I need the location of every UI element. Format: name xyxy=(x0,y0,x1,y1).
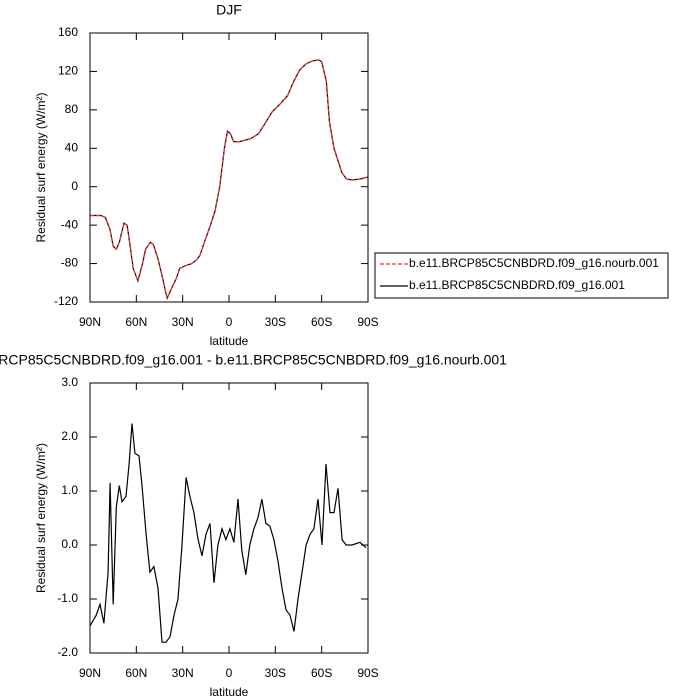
y-tick-label: 0.0 xyxy=(61,537,78,551)
x-tick-label: 90N xyxy=(79,666,101,680)
chart-title: DJF xyxy=(216,2,242,18)
y-tick-label: -120 xyxy=(54,294,78,308)
x-tick-label: 30N xyxy=(172,315,194,329)
series-line xyxy=(90,59,369,301)
series-line xyxy=(90,59,369,301)
y-tick-label: -80 xyxy=(61,256,79,270)
y-tick-label: -2.0 xyxy=(57,645,78,659)
x-tick-label: 90N xyxy=(79,315,101,329)
y-tick-label: -40 xyxy=(61,217,79,231)
x-tick-label: 60N xyxy=(125,315,147,329)
series-line xyxy=(89,423,367,643)
x-tick-label: 60S xyxy=(311,666,332,680)
legend-box xyxy=(374,252,669,299)
y-tick-label: 0 xyxy=(71,179,78,193)
x-axis-label: latitude xyxy=(210,685,249,699)
x-tick-label: 30S xyxy=(265,315,286,329)
x-tick-label: 30S xyxy=(265,666,286,680)
plot-frame xyxy=(89,382,369,654)
legend-label: b.e11.BRCP85C5CNBDRD.f09_g16.nourb.001 xyxy=(409,256,659,270)
x-axis-label: latitude xyxy=(210,334,249,348)
legend: b.e11.BRCP85C5CNBDRD.f09_g16.nourb.001 b.… xyxy=(374,252,669,299)
y-axis-label: Residual surf energy (W/m²) xyxy=(34,92,48,242)
x-tick-label: 0 xyxy=(226,315,233,329)
y-tick-label: 40 xyxy=(65,140,79,154)
y-tick-label: 1.0 xyxy=(61,483,78,497)
x-tick-label: 60N xyxy=(125,666,147,680)
legend-label: b.e11.BRCP85C5CNBDRD.f09_g16.001 xyxy=(409,278,625,292)
x-tick-label: 30N xyxy=(172,666,194,680)
y-tick-label: 3.0 xyxy=(61,375,78,389)
chart-title: b.e11.BRCP85C5CNBDRD.f09_g16.001 - b.e11… xyxy=(0,352,507,368)
y-tick-label: 120 xyxy=(58,64,78,78)
x-tick-label: 90S xyxy=(357,666,378,680)
y-tick-label: 2.0 xyxy=(61,429,78,443)
y-tick-label: -1.0 xyxy=(57,591,78,605)
y-axis-label: Residual surf energy (W/m²) xyxy=(34,443,48,593)
plot-frame xyxy=(89,32,369,303)
y-tick-label: 160 xyxy=(58,25,78,39)
x-tick-label: 90S xyxy=(357,315,378,329)
x-tick-label: 0 xyxy=(226,666,233,680)
x-tick-label: 60S xyxy=(311,315,332,329)
y-tick-label: 80 xyxy=(65,102,79,116)
